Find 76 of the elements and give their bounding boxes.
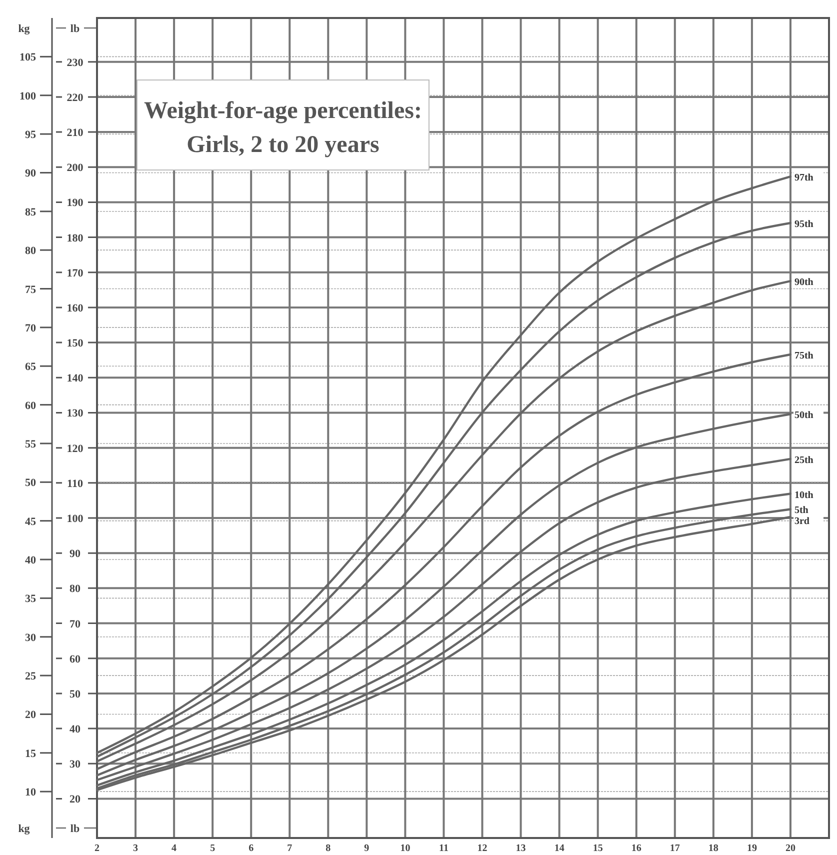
y-tick-label: 35 xyxy=(25,593,36,606)
y2-tick-label: 110 xyxy=(67,478,84,490)
x-tick-label: 14 xyxy=(554,843,564,854)
x-tick-label: 17 xyxy=(670,843,680,854)
series-label: 5th xyxy=(794,505,809,516)
series-label: 25th xyxy=(794,454,814,466)
y2-tick-label: 80 xyxy=(70,583,81,596)
series-label: 50th xyxy=(794,410,814,422)
y-tick-label: 60 xyxy=(25,400,36,412)
y2-tick-label: 220 xyxy=(66,92,84,104)
y2-axis-title: lb xyxy=(70,23,80,35)
y2-tick-label: 160 xyxy=(66,302,84,314)
series-label: 90th xyxy=(794,277,814,288)
y2-tick-label: 140 xyxy=(66,372,84,385)
x-tick-label: 10 xyxy=(400,843,410,854)
x-tick-label: 6 xyxy=(248,843,254,854)
y-tick-label: 10 xyxy=(25,786,36,799)
y2-tick-label: 20 xyxy=(70,794,81,806)
y2-tick-label: 40 xyxy=(70,724,81,736)
text: lb xyxy=(70,823,80,835)
x-tick-label: 3 xyxy=(133,843,138,854)
series-label: 10th xyxy=(794,490,814,501)
y-tick-label: 55 xyxy=(25,438,36,450)
y-tick-label: 30 xyxy=(25,632,36,644)
y2-tick-label: 210 xyxy=(66,127,84,140)
y-tick-label: 45 xyxy=(25,516,36,528)
y2-tick-label: 200 xyxy=(66,162,84,174)
y-tick-label: 100 xyxy=(20,90,36,102)
x-tick-label: 13 xyxy=(516,843,526,854)
text: Girls, 2 to 20 years xyxy=(186,132,380,158)
y-tick-label: 15 xyxy=(25,748,36,760)
y-tick-label: 95 xyxy=(25,129,36,142)
x-tick-label: 7 xyxy=(287,843,292,854)
y-tick-label: 75 xyxy=(25,284,36,296)
text: kg xyxy=(18,823,30,835)
y-axis-title: kg xyxy=(18,23,30,35)
y-tick-label: 105 xyxy=(20,52,36,64)
series-label: 95th xyxy=(794,219,814,230)
y2-tick-label: 100 xyxy=(66,513,84,525)
x-tick-label: 12 xyxy=(477,843,488,854)
y-tick-label: 90 xyxy=(25,168,36,180)
x-tick-label: 16 xyxy=(631,843,642,854)
y-tick-label: 50 xyxy=(25,477,36,490)
y2-tick-label: 60 xyxy=(70,653,81,666)
y2-tick-label: 50 xyxy=(70,688,81,700)
x-tick-label: 18 xyxy=(708,843,718,854)
x-tick-label: 8 xyxy=(326,843,331,854)
series-label: 3rd xyxy=(794,516,810,528)
x-tick-label: 9 xyxy=(364,843,370,854)
y-tick-label: 70 xyxy=(25,322,36,334)
y-tick-label: 40 xyxy=(25,554,36,567)
y-tick-label: 25 xyxy=(25,670,36,683)
x-tick-label: 4 xyxy=(172,843,177,854)
y2-tick-label: 130 xyxy=(66,408,84,420)
x-tick-label: 20 xyxy=(785,843,796,854)
y2-tick-label: 190 xyxy=(66,197,84,210)
x-tick-label: 11 xyxy=(439,843,448,854)
y2-tick-label: 180 xyxy=(66,232,84,244)
series-label: 75th xyxy=(794,350,814,362)
y2-tick-label: 70 xyxy=(70,618,81,630)
text: Weight-for-age percentiles: xyxy=(144,98,422,124)
x-tick-label: 19 xyxy=(746,843,757,854)
y2-tick-label: 120 xyxy=(66,442,84,455)
x-tick-label: 2 xyxy=(94,843,100,854)
series-label: 97th xyxy=(794,172,814,184)
y-tick-label: 80 xyxy=(25,245,36,258)
y-tick-label: 85 xyxy=(25,206,36,218)
y-tick-label: 65 xyxy=(25,361,36,374)
x-tick-label: 5 xyxy=(210,843,216,854)
y2-tick-label: 230 xyxy=(66,56,84,69)
y-tick-label: 20 xyxy=(25,709,36,722)
x-tick-label: 15 xyxy=(592,843,603,854)
y2-tick-label: 90 xyxy=(70,548,81,560)
y2-tick-label: 150 xyxy=(66,338,84,350)
y2-tick-label: 170 xyxy=(66,267,84,280)
y2-tick-label: 30 xyxy=(70,758,81,771)
